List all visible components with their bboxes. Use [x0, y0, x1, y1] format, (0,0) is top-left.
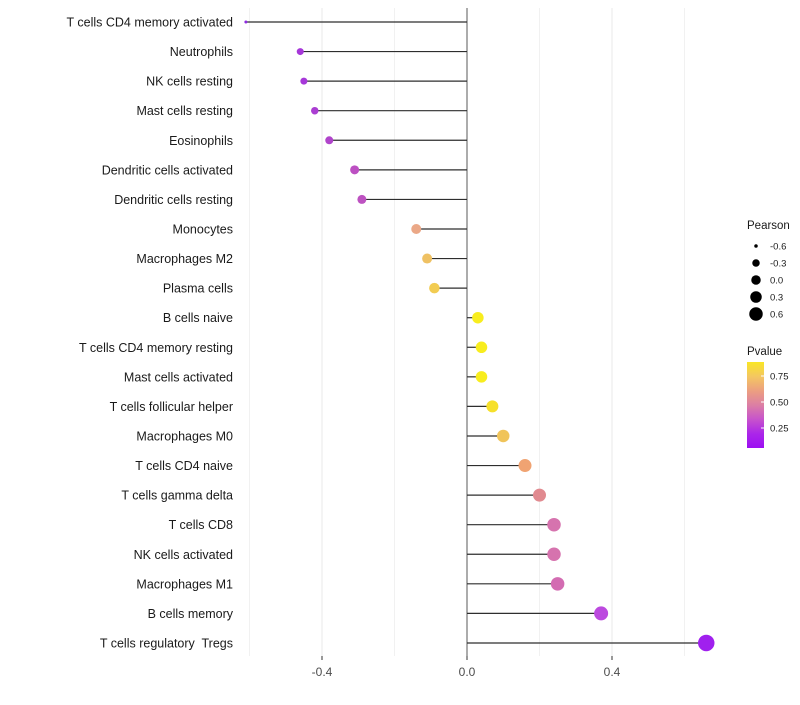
data-point [486, 400, 499, 413]
x-tick-label: 0.4 [604, 665, 621, 679]
data-point [698, 634, 715, 652]
legend-size-label: -0.3 [770, 259, 786, 270]
data-point [472, 311, 484, 324]
category-label: B cells naive [163, 311, 233, 325]
legend-color: Pvalue 0.75 0.50 0.25 [747, 346, 789, 448]
data-point [325, 136, 334, 145]
lollipop-row: B cells naive [163, 311, 484, 325]
lollipop-row: T cells follicular helper [110, 400, 499, 414]
legend-size-label: -0.6 [770, 242, 786, 253]
category-label: T cells regulatory Tregs [100, 636, 233, 650]
lollipop-row: Mast cells activated [124, 370, 488, 384]
data-point [422, 253, 433, 264]
category-label: Dendritic cells resting [114, 193, 233, 207]
data-point [300, 77, 308, 85]
legend-size-dot [754, 244, 758, 248]
data-point [547, 547, 561, 562]
category-label: B cells memory [148, 607, 234, 621]
legend-size-dot [751, 275, 761, 285]
category-label: Macrophages M1 [136, 577, 233, 591]
legend-size-title: Pearson [747, 220, 790, 232]
lollipop-row: T cells gamma delta [121, 488, 546, 503]
lollipop-row: Dendritic cells resting [114, 193, 467, 207]
category-label: NK cells resting [146, 75, 233, 89]
lollipop-row: Neutrophils [170, 45, 467, 59]
category-label: T cells CD8 [169, 518, 233, 532]
x-tick-label: 0.0 [459, 665, 476, 679]
legend-size-label: 0.0 [770, 276, 783, 287]
data-point [411, 223, 422, 234]
lollipop-row: Plasma cells [163, 282, 467, 296]
legend-color-label: 0.75 [770, 372, 789, 383]
x-tick-label: -0.4 [312, 665, 333, 679]
category-label: NK cells activated [134, 548, 233, 562]
data-point [311, 106, 319, 115]
data-point [429, 282, 440, 294]
legend-color-label: 0.25 [770, 424, 789, 435]
lollipop-row: B cells memory [148, 606, 609, 621]
data-point [357, 194, 367, 204]
lollipop-row: Mast cells resting [136, 104, 467, 118]
data-point [594, 606, 609, 621]
lollipop-row: T cells CD4 memory activated [67, 16, 467, 30]
lollipop-row: T cells CD4 naive [135, 459, 532, 473]
data-point [533, 488, 546, 502]
category-label: Plasma cells [163, 282, 233, 296]
lollipop-row: Monocytes [173, 222, 467, 236]
legend-color-label: 0.50 [770, 398, 789, 409]
data-point [244, 20, 248, 24]
category-label: Neutrophils [170, 45, 233, 59]
lollipop-row: T cells CD4 memory resting [79, 341, 488, 355]
pvalue-colorbar [747, 362, 764, 448]
legend-size-label: 0.6 [770, 310, 783, 321]
lollipop-row: Eosinophils [169, 134, 467, 148]
category-label: T cells follicular helper [110, 400, 233, 414]
legend-size-label: 0.3 [770, 293, 783, 304]
data-point [497, 429, 510, 443]
category-label: Eosinophils [169, 134, 233, 148]
category-label: Mast cells resting [136, 104, 233, 118]
category-label: Macrophages M0 [136, 429, 233, 443]
lollipop-row: T cells regulatory Tregs [100, 634, 715, 652]
category-label: Dendritic cells activated [102, 163, 233, 177]
lollipop-row: Macrophages M1 [136, 577, 565, 591]
legend-color-title: Pvalue [747, 346, 782, 358]
data-point [475, 341, 488, 354]
category-label: Macrophages M2 [136, 252, 233, 266]
lollipop-row: NK cells resting [146, 75, 467, 89]
lollipop-row: Dendritic cells activated [102, 163, 467, 177]
category-label: T cells CD4 memory resting [79, 341, 233, 355]
data-point [296, 48, 304, 56]
category-label: T cells gamma delta [121, 489, 233, 503]
data-point [518, 459, 532, 473]
category-label: Mast cells activated [124, 370, 233, 384]
category-label: T cells CD4 naive [135, 459, 233, 473]
data-point [350, 165, 360, 175]
data-point [475, 371, 488, 383]
lollipop-row: NK cells activated [134, 547, 561, 562]
lollipop-row: T cells CD8 [169, 517, 561, 532]
legend-size: Pearson -0.6 -0.3 0.0 0.3 0.6 [747, 220, 790, 321]
data-point [547, 517, 561, 532]
lollipop-row: Macrophages M0 [136, 429, 510, 443]
category-label: Monocytes [173, 222, 233, 236]
category-label: T cells CD4 memory activated [67, 16, 234, 30]
data-point [550, 577, 565, 591]
legend-size-dot [750, 291, 762, 303]
legend-size-dot [752, 259, 760, 267]
lollipop-row: Macrophages M2 [136, 252, 467, 266]
legend-size-dot [749, 307, 763, 321]
